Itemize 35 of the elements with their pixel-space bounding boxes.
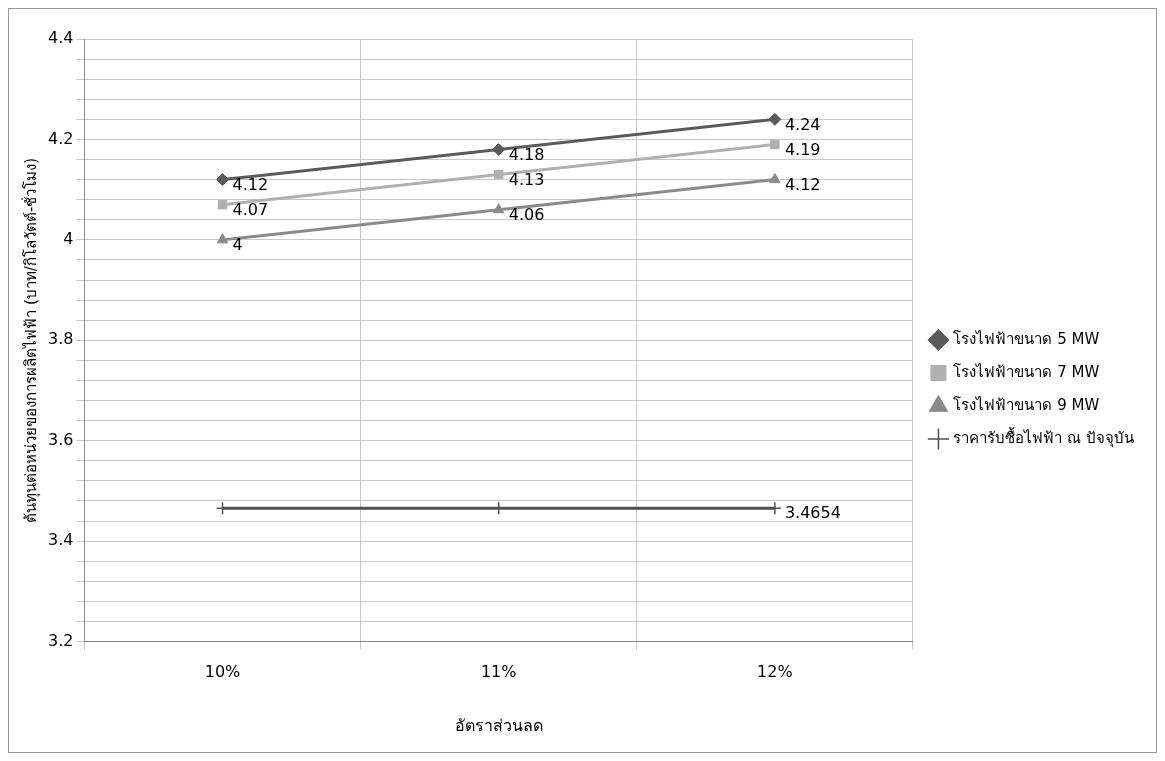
point xyxy=(493,203,505,214)
data-label: 4.12 xyxy=(784,174,821,194)
data-label: 4.24 xyxy=(784,114,821,134)
point xyxy=(492,142,506,156)
y-tick-label: 3.2 xyxy=(47,630,74,650)
x-axis-title: อัตราส่วนลด xyxy=(454,715,543,735)
data-label: 4.13 xyxy=(508,169,545,189)
x-tick-label: 11% xyxy=(480,662,517,682)
x-tick-label: 10% xyxy=(204,662,241,682)
legend-label: โรงไฟฟ้าขนาด 5 MW xyxy=(953,329,1100,348)
y-tick-label: 4.2 xyxy=(47,128,74,148)
point xyxy=(216,233,229,244)
data-label: 4.12 xyxy=(232,174,269,194)
point xyxy=(769,173,781,184)
point xyxy=(770,139,780,150)
legend-label: ราคารับซื้อไฟฟ้า ณ ปัจจุบัน xyxy=(953,426,1135,448)
data-label: 4 xyxy=(232,235,243,255)
data-label: 3.4654 xyxy=(784,503,841,523)
y-axis-title: ต้นทุนต่อหน่วยของการผลิตไฟฟ้า (บาท/กิโลวัตต์-ชั่วโมง) xyxy=(19,157,41,523)
x-tick-label: 12% xyxy=(757,662,793,682)
y-tick-label: 3.6 xyxy=(47,429,74,449)
point xyxy=(216,173,230,187)
point xyxy=(768,112,782,126)
data-label: 4.19 xyxy=(784,139,821,159)
point xyxy=(217,199,228,210)
legend-label: โรงไฟฟ้าขนาด 7 MW xyxy=(953,362,1100,381)
y-tick-label: 4.4 xyxy=(47,28,74,48)
y-tick-label: 3.4 xyxy=(47,530,74,550)
data-label: 4.18 xyxy=(508,144,545,164)
data-label: 4.06 xyxy=(508,204,545,224)
legend-label: โรงไฟฟ้าขนาด 9 MW xyxy=(953,395,1100,414)
y-tick-label: 3.8 xyxy=(47,329,74,349)
point xyxy=(493,169,504,180)
data-label: 4.07 xyxy=(232,199,269,219)
y-tick-label: 4 xyxy=(63,229,74,249)
